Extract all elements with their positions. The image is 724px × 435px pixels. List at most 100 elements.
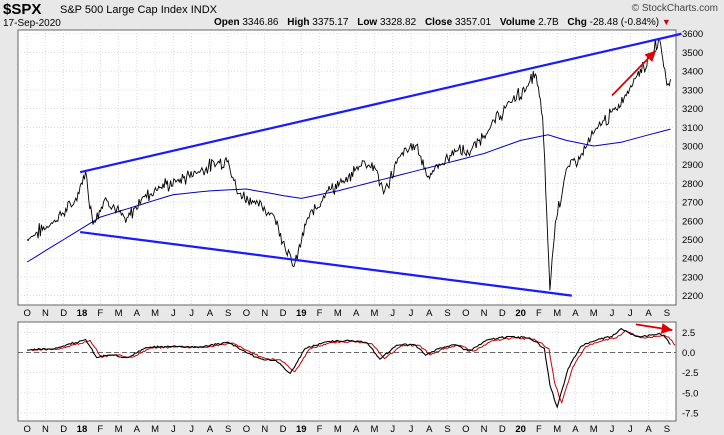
y-tick-label: 3400: [682, 67, 703, 78]
ohlc-stats: Open 3346.86 High 3375.17 Low 3328.82 Cl…: [208, 17, 671, 28]
x-tick-label-bottom: S: [664, 424, 670, 435]
x-tick-label-bottom: A: [645, 424, 652, 435]
y-tick-label: 2200: [682, 291, 703, 302]
x-tick-label-bottom: J: [610, 424, 615, 435]
chart-header: $SPX S&P 500 Large Cap Index INDX 17-Sep…: [0, 0, 724, 30]
x-tick-label-bottom: F: [536, 424, 542, 435]
y-tick-label: 3600: [682, 29, 703, 40]
y-tick-label: 0.0: [682, 348, 695, 359]
x-tick-label-bottom: N: [261, 424, 268, 435]
annotation-arrow: [611, 49, 657, 97]
open-label: Open: [214, 17, 240, 28]
x-tick-label: M: [553, 308, 561, 319]
annotation-arrow: [635, 323, 673, 334]
x-tick-label: D: [499, 308, 506, 319]
x-tick-label-bottom: A: [353, 424, 360, 435]
x-tick-label-bottom: 20: [515, 424, 526, 435]
x-tick-label-bottom: S: [444, 424, 450, 435]
x-tick-label: S: [225, 308, 231, 319]
x-tick-label-bottom: D: [280, 424, 287, 435]
chg-value: -28.48 (-0.84%): [589, 17, 660, 28]
x-tick-label-bottom: J: [409, 424, 414, 435]
x-tick-label: D: [280, 308, 287, 319]
x-tick-label: M: [151, 308, 159, 319]
price-panel: 2200 2300 2400 2500 2600 2700 2800 2900 3000 3100…: [17, 29, 703, 306]
x-tick-label: A: [134, 308, 141, 319]
low-value: 3328.82: [380, 17, 417, 28]
x-tick-label: J: [171, 308, 176, 319]
y-tick-label: 3500: [682, 48, 703, 59]
x-axis: OONNDD1818FFMMAAMMJJJJAASSOONNDD1919FFMM…: [23, 308, 670, 435]
index-name: S&P 500 Large Cap Index: [60, 4, 188, 16]
x-tick-label: S: [664, 308, 670, 319]
x-tick-label-bottom: A: [134, 424, 141, 435]
x-tick-label: J: [409, 308, 414, 319]
x-tick-label-bottom: A: [572, 424, 579, 435]
x-tick-label-bottom: O: [243, 424, 250, 435]
x-tick-label-bottom: F: [97, 424, 103, 435]
y-tick-label: 2700: [682, 198, 703, 209]
x-tick-label: A: [645, 308, 652, 319]
x-tick-label: M: [590, 308, 598, 319]
y-tick-label: 2300: [682, 272, 703, 283]
x-tick-label: M: [115, 308, 123, 319]
x-tick-label: F: [317, 308, 323, 319]
x-tick-label: D: [60, 308, 67, 319]
x-tick-label-bottom: N: [481, 424, 488, 435]
x-tick-label: N: [481, 308, 488, 319]
symbol-name: S&P 500 Large Cap Index INDX: [60, 4, 217, 16]
y-tick-label: 2600: [682, 216, 703, 227]
x-tick-label: N: [261, 308, 268, 319]
y-tick-label: -7.5: [682, 408, 698, 419]
y-tick-label: -2.5: [682, 368, 698, 379]
x-tick-label-bottom: 19: [296, 424, 307, 435]
x-tick-label: A: [353, 308, 360, 319]
volume-value: 2.7B: [538, 17, 559, 28]
y-tick-label: 2400: [682, 254, 703, 265]
x-tick-label: N: [42, 308, 49, 319]
down-triangle-icon: ▼: [661, 17, 671, 27]
brand-logo[interactable]: © StockCharts.com: [631, 3, 718, 14]
close-label: Close: [424, 17, 453, 28]
price-line: [26, 37, 671, 291]
moving-average-line: [26, 128, 671, 263]
x-tick-label-bottom: S: [225, 424, 231, 435]
exchange: INDX: [190, 4, 217, 16]
y-tick-label: 3000: [682, 141, 703, 152]
indicator-panel: 2.5 0.0 -2.5 -5.0 -7.5: [17, 321, 698, 422]
x-tick-label-bottom: M: [590, 424, 598, 435]
x-tick-label-bottom: J: [628, 424, 633, 435]
x-tick-label-bottom: N: [42, 424, 49, 435]
x-tick-label: 19: [296, 308, 307, 319]
upper-trendline: [79, 32, 682, 174]
y-tick-label: -5.0: [682, 388, 698, 399]
x-tick-label-bottom: D: [60, 424, 67, 435]
x-tick-label: M: [370, 308, 378, 319]
y-tick-label: 2900: [682, 160, 703, 171]
y-tick-label: 3100: [682, 123, 703, 134]
indicator-panel-bg: [17, 321, 677, 422]
x-tick-label: 20: [515, 308, 526, 319]
x-tick-label: J: [189, 308, 194, 319]
y-tick-label: 2.5: [682, 328, 695, 339]
x-tick-label-bottom: A: [207, 424, 214, 435]
x-tick-label-bottom: J: [189, 424, 194, 435]
x-tick-label-bottom: M: [115, 424, 123, 435]
x-tick-label: O: [462, 308, 469, 319]
x-tick-label-bottom: D: [499, 424, 506, 435]
x-tick-label: M: [334, 308, 342, 319]
volume-label: Volume: [499, 17, 536, 28]
x-tick-label: J: [390, 308, 395, 319]
chart-date: 17-Sep-2020: [3, 18, 61, 29]
y-tick-label: 3200: [682, 104, 703, 115]
x-tick-label: J: [628, 308, 633, 319]
x-tick-label-bottom: M: [553, 424, 561, 435]
close-value: 3357.01: [454, 17, 492, 28]
x-tick-label-bottom: J: [390, 424, 395, 435]
x-tick-label: F: [536, 308, 542, 319]
x-tick-label-bottom: O: [462, 424, 469, 435]
x-tick-label-bottom: M: [334, 424, 342, 435]
x-tick-label: A: [426, 308, 433, 319]
low-label: Low: [357, 17, 378, 28]
